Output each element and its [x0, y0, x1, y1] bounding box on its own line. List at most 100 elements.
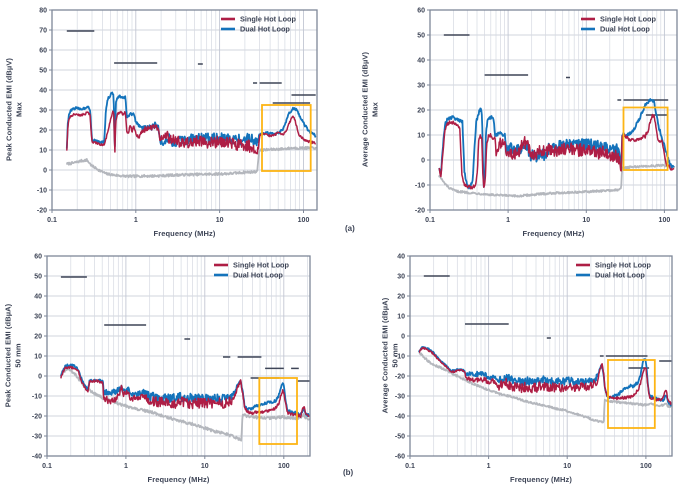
- y-tick-label: -30: [32, 433, 42, 440]
- y-tick-label: 40: [39, 87, 47, 94]
- y-tick-label: -10: [37, 187, 47, 194]
- highlight-box: [261, 104, 312, 172]
- trace-single: [60, 365, 310, 418]
- y-tick-label: 40: [34, 293, 42, 300]
- x-tick-label: 100: [298, 217, 310, 224]
- x-tick-label: 0.1: [425, 217, 435, 224]
- legend-label-dual: Dual Hot Loop: [240, 25, 290, 34]
- legend-label-single: Single Hot Loop: [240, 15, 296, 24]
- y-tick-label: 10: [34, 353, 42, 360]
- trace-single: [438, 113, 675, 190]
- y-tick-label: -20: [37, 207, 47, 214]
- x-tick-label: 1: [487, 463, 491, 470]
- chart-peak-conducted-emi-dbuv: -20 -10 0 10 20 30 40 50 60 70 80 0.1 1 10 100 Single H…: [0, 0, 340, 244]
- trace-noise: [60, 367, 310, 442]
- y-tick-label: 10: [417, 132, 425, 139]
- y-tick-label: 20: [34, 333, 42, 340]
- y-tick-label: 30: [417, 82, 425, 89]
- x-tick-label: 10: [201, 463, 209, 470]
- y-tick-label: -50: [395, 433, 405, 440]
- y-tick-label: -10: [32, 393, 42, 400]
- subfigure-label-b: (b): [343, 468, 354, 477]
- traces: [438, 98, 676, 198]
- plot-area: -60 -50 -40 -30 -20 -10 0 10 20 30 40 0.1 1 10 100 Sing…: [395, 253, 673, 470]
- y-tick-label: 0: [38, 373, 42, 380]
- x-tick-label: 1: [124, 463, 128, 470]
- y-tick-label: 0: [421, 157, 425, 164]
- x-axis-title: Frequency (MHz): [522, 229, 585, 238]
- limit-lines: [443, 34, 669, 116]
- y-tick-label: 60: [39, 47, 47, 54]
- y-tick-label: 40: [397, 253, 405, 260]
- legend-label-single: Single Hot Loop: [595, 261, 651, 270]
- x-axis-title: Frequency (MHz): [510, 475, 572, 484]
- x-tick-label: 100: [659, 217, 671, 224]
- highlight-box: [258, 377, 298, 445]
- x-tick-label: 10: [563, 463, 571, 470]
- highlight-box: [607, 359, 656, 429]
- trace-noise: [65, 145, 317, 179]
- x-tick-label: 10: [582, 217, 590, 224]
- y-tick-label: 70: [39, 27, 47, 34]
- y-tick-label: -20: [395, 373, 405, 380]
- chart-average-conducted-emi-dbuv: -20 -10 0 10 20 30 40 50 60 0.1 1 10 100 Single Hot L…: [340, 0, 680, 244]
- trace-single: [418, 346, 672, 405]
- y-tick-label: 30: [34, 313, 42, 320]
- y-tick-label: 10: [39, 147, 47, 154]
- x-axis-title: Frequency (MHz): [147, 475, 210, 484]
- y-tick-label: 50: [39, 67, 47, 74]
- x-tick-label: 0.1: [47, 217, 57, 224]
- y-tick-label: -40: [32, 453, 42, 460]
- y-tick-label: -20: [415, 207, 425, 214]
- legend-label-dual: Dual Hot Loop: [233, 271, 283, 280]
- y-tick-label: 60: [417, 7, 425, 14]
- traces: [65, 91, 317, 179]
- x-tick-label: 1: [506, 217, 510, 224]
- legend-label-single: Single Hot Loop: [233, 261, 289, 270]
- axis-ticks: -60 -50 -40 -30 -20 -10 0 10 20 30 40 0.1 1 10 100: [395, 253, 652, 470]
- y-tick-label: -10: [395, 353, 405, 360]
- x-tick-label: 10: [216, 217, 224, 224]
- chart-peak-conducted-emi-dbua: -40 -30 -20 -10 0 10 20 30 40 50 60 0.1 1 10 100 Single…: [0, 244, 340, 488]
- plot-area: -40 -30 -20 -10 0 10 20 30 40 50 60 0.1 1 10 100 Single…: [32, 253, 311, 470]
- plot-area: -20 -10 0 10 20 30 40 50 60 70 80 0.1 1 10 100 Single H…: [37, 7, 318, 224]
- y-tick-label: -20: [32, 413, 42, 420]
- y-tick-label: 30: [39, 107, 47, 114]
- trace-dual: [438, 98, 675, 190]
- x-tick-label: 1: [134, 217, 138, 224]
- x-tick-label: 100: [278, 463, 290, 470]
- traces: [418, 346, 672, 424]
- y-tick-label: 10: [397, 313, 405, 320]
- limit-lines: [423, 275, 672, 369]
- x-tick-label: 0.1: [405, 463, 415, 470]
- x-tick-label: 100: [640, 463, 652, 470]
- x-tick-label: 0.1: [42, 463, 52, 470]
- y-tick-label: 80: [39, 7, 47, 14]
- y-tick-label: 30: [397, 273, 405, 280]
- axis-ticks: -40 -30 -20 -10 0 10 20 30 40 50 60 0.1 1 10 100: [32, 253, 290, 470]
- trace-dual: [60, 363, 310, 417]
- y-tick-label: 40: [417, 57, 425, 64]
- gridlines: [52, 10, 317, 210]
- axis-ticks: -20 -10 0 10 20 30 40 50 60 70 80 0.1 1 10 100: [37, 7, 310, 224]
- legend-label-dual: Dual Hot Loop: [600, 25, 650, 34]
- y-tick-label: -60: [395, 453, 405, 460]
- trace-noise: [418, 351, 672, 424]
- y-tick-label: 20: [39, 127, 47, 134]
- x-axis-title: Frequency (MHz): [153, 229, 216, 238]
- limit-lines: [60, 276, 310, 382]
- highlight-box: [622, 106, 669, 171]
- subfigure-label-a: (a): [345, 224, 355, 233]
- axis-ticks: -20 -10 0 10 20 30 40 50 60 0.1 1 10 100: [415, 7, 670, 224]
- y-tick-label: 0: [43, 167, 47, 174]
- gridlines: [430, 10, 677, 210]
- y-tick-label: 50: [417, 32, 425, 39]
- chart-average-conducted-emi-dbua: -60 -50 -40 -30 -20 -10 0 10 20 30 40 0.1 1 10 100 Sing…: [340, 244, 680, 488]
- gridlines: [47, 256, 310, 456]
- traces: [60, 363, 310, 442]
- plot-area: -20 -10 0 10 20 30 40 50 60 0.1 1 10 100 Single Hot L…: [415, 7, 678, 224]
